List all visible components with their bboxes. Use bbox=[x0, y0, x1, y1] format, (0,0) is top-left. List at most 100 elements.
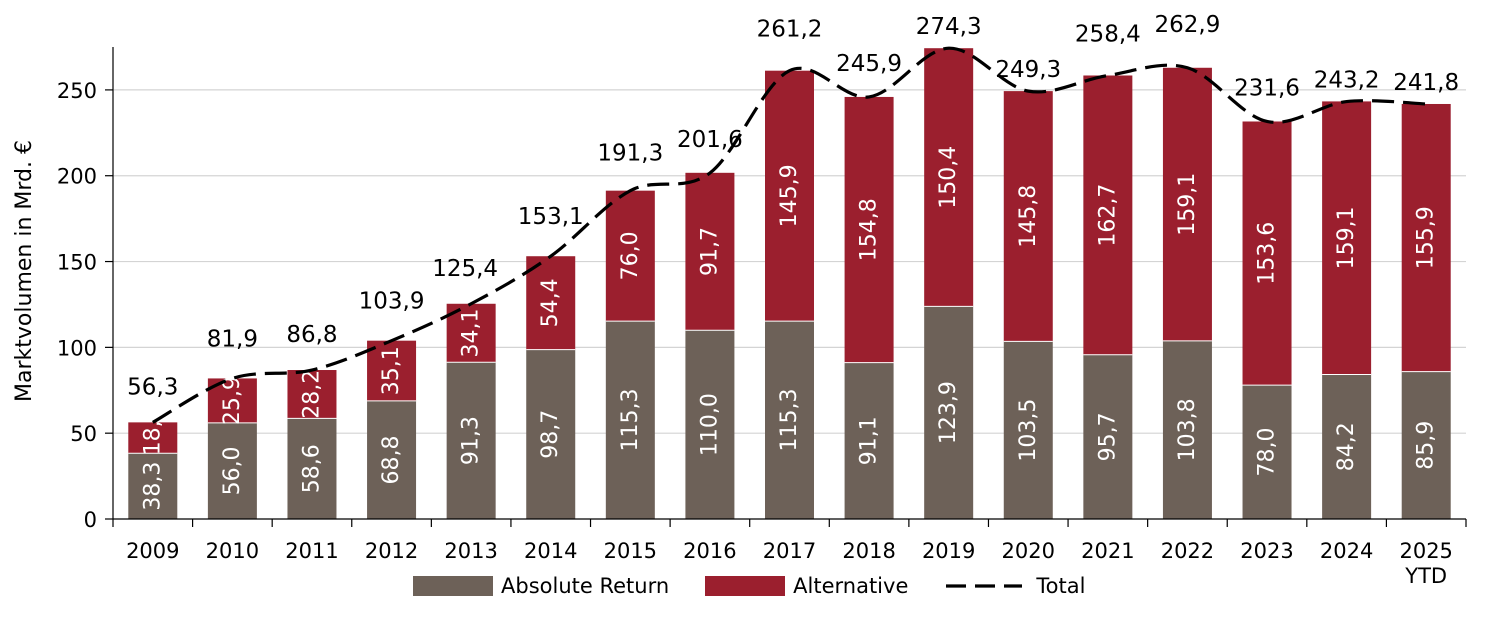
total-value-label: 191,3 bbox=[597, 141, 663, 167]
bar-absolute-return bbox=[1162, 340, 1212, 519]
bar-absolute-return bbox=[765, 321, 814, 519]
bar-label-absolute-return: 115,3 bbox=[777, 389, 802, 452]
x-tick-label: 2024 bbox=[1320, 539, 1373, 563]
bar-labels: 38,3 18, 56,0 25,9 58,6 28,2 68,8 35,1 91,3 34,1 9… bbox=[140, 146, 1438, 511]
bar-label-absolute-return: 38,3 bbox=[140, 462, 165, 511]
bar-alternative bbox=[287, 370, 337, 419]
bar-alternative bbox=[765, 70, 814, 322]
bar-absolute-return bbox=[526, 349, 576, 519]
bar-label-alternative: 18, bbox=[140, 420, 165, 455]
bar-alternative bbox=[605, 190, 655, 322]
x-tick-label: 2015 bbox=[604, 539, 657, 563]
x-tick-label: 2012 bbox=[365, 539, 418, 563]
bar-alternative bbox=[1083, 75, 1133, 355]
x-tick-label: 2013 bbox=[444, 539, 497, 563]
bars bbox=[128, 48, 1451, 519]
total-value-label: 103,9 bbox=[359, 289, 425, 315]
legend-swatch-total bbox=[946, 584, 1023, 588]
bar-alternative bbox=[924, 48, 974, 307]
y-tick-label: 0 bbox=[84, 508, 97, 532]
legend-label-total: Total bbox=[1036, 574, 1086, 598]
legend: Absolute Return Alternative Total bbox=[413, 574, 1121, 598]
bar-label-absolute-return: 78,0 bbox=[1255, 428, 1280, 477]
legend-label-absolute-return: Absolute Return bbox=[501, 574, 670, 598]
total-value-label: 258,4 bbox=[1075, 21, 1141, 47]
bar-alternative bbox=[1242, 121, 1292, 386]
bar-label-alternative: 35,1 bbox=[379, 346, 404, 395]
x-tick-label: 2023 bbox=[1240, 539, 1293, 563]
legend-item-absolute-return: Absolute Return bbox=[413, 574, 669, 598]
y-tick-label: 100 bbox=[57, 336, 97, 360]
bar-label-alternative: 91,7 bbox=[697, 227, 722, 276]
total-value-label: 231,6 bbox=[1234, 75, 1300, 101]
legend-swatch-absolute-return bbox=[413, 576, 493, 596]
bar-label-alternative: 28,2 bbox=[299, 370, 324, 419]
bar-alternative bbox=[367, 340, 417, 401]
bar-absolute-return bbox=[367, 400, 417, 519]
bar-absolute-return bbox=[1003, 341, 1053, 519]
bar-alternative bbox=[1003, 91, 1053, 342]
bar-absolute-return bbox=[605, 321, 655, 519]
total-value-label: 81,9 bbox=[207, 326, 258, 352]
bar-alternative bbox=[844, 96, 894, 363]
bar-label-absolute-return: 115,3 bbox=[618, 389, 643, 452]
legend-item-total: Total bbox=[944, 574, 1085, 598]
total-value-label: 249,3 bbox=[995, 57, 1061, 83]
total-value-label: 86,8 bbox=[286, 322, 337, 348]
total-value-label: 245,9 bbox=[836, 51, 902, 77]
axes: 0 50 100 150 200 250 2009 2010 2011 2012 2013 2014 2… bbox=[57, 47, 1467, 588]
x-tick-label: 2021 bbox=[1081, 539, 1134, 563]
x-tick-label: 2019 bbox=[922, 539, 975, 563]
y-tick-label: 150 bbox=[57, 251, 97, 275]
bar-label-absolute-return: 123,9 bbox=[936, 381, 961, 444]
bar-alternative bbox=[1322, 101, 1372, 375]
legend-swatch-alternative bbox=[705, 576, 786, 596]
bar-label-absolute-return: 95,7 bbox=[1095, 412, 1120, 461]
total-value-label: 261,2 bbox=[757, 17, 823, 43]
bar-absolute-return bbox=[1083, 354, 1133, 519]
bar-label-alternative: 159,1 bbox=[1334, 206, 1359, 269]
bar-label-alternative: 25,9 bbox=[220, 376, 245, 425]
bar-label-alternative: 145,8 bbox=[1016, 185, 1041, 248]
bar-absolute-return bbox=[207, 422, 257, 519]
bar-absolute-return bbox=[1242, 385, 1292, 519]
bar-absolute-return bbox=[685, 330, 735, 519]
bar-absolute-return bbox=[128, 453, 178, 519]
bar-label-alternative: 76,0 bbox=[618, 231, 643, 280]
x-tick-label: 2014 bbox=[524, 539, 577, 563]
x-tick-label: 2017 bbox=[763, 539, 816, 563]
bar-label-alternative: 145,9 bbox=[777, 164, 802, 227]
bar-absolute-return bbox=[446, 362, 496, 519]
bar-label-absolute-return: 110,0 bbox=[697, 393, 722, 456]
bar-alternative bbox=[1162, 67, 1212, 341]
total-value-label: 274,3 bbox=[916, 14, 982, 40]
bar-label-alternative: 159,1 bbox=[1175, 173, 1200, 236]
x-tick-label: 2011 bbox=[285, 539, 338, 563]
bar-label-absolute-return: 68,8 bbox=[379, 435, 404, 484]
bar-absolute-return bbox=[844, 362, 894, 519]
x-tick-label: 2016 bbox=[683, 539, 736, 563]
bar-absolute-return bbox=[287, 418, 337, 519]
bar-label-alternative: 155,9 bbox=[1414, 206, 1439, 269]
bar-label-absolute-return: 103,8 bbox=[1175, 398, 1200, 461]
x-tick-label: YTD bbox=[1404, 564, 1447, 588]
bar-label-absolute-return: 98,7 bbox=[538, 410, 563, 459]
x-tick-label: 2009 bbox=[126, 539, 179, 563]
bar-label-alternative: 162,7 bbox=[1095, 184, 1120, 247]
total-labels: 56,3 81,9 86,8 103,9 125,4 153,1 191,3 201,6 261… bbox=[127, 12, 1459, 401]
bar-label-absolute-return: 103,5 bbox=[1016, 399, 1041, 462]
bar-label-absolute-return: 56,0 bbox=[220, 446, 245, 495]
total-value-label: 243,2 bbox=[1314, 68, 1380, 94]
bar-alternative bbox=[526, 256, 576, 350]
total-value-label: 153,1 bbox=[518, 204, 584, 230]
x-tick-label: 2020 bbox=[1002, 539, 1055, 563]
bar-label-absolute-return: 84,2 bbox=[1334, 422, 1359, 471]
bar-alternative bbox=[685, 172, 735, 331]
y-axis-label: Marktvolumen in Mrd. € bbox=[12, 140, 37, 402]
bar-alternative bbox=[1401, 103, 1451, 372]
x-tick-label: 2010 bbox=[206, 539, 259, 563]
bar-alternative bbox=[128, 422, 178, 454]
bar-label-absolute-return: 85,9 bbox=[1414, 421, 1439, 470]
bar-label-alternative: 154,8 bbox=[857, 198, 882, 261]
